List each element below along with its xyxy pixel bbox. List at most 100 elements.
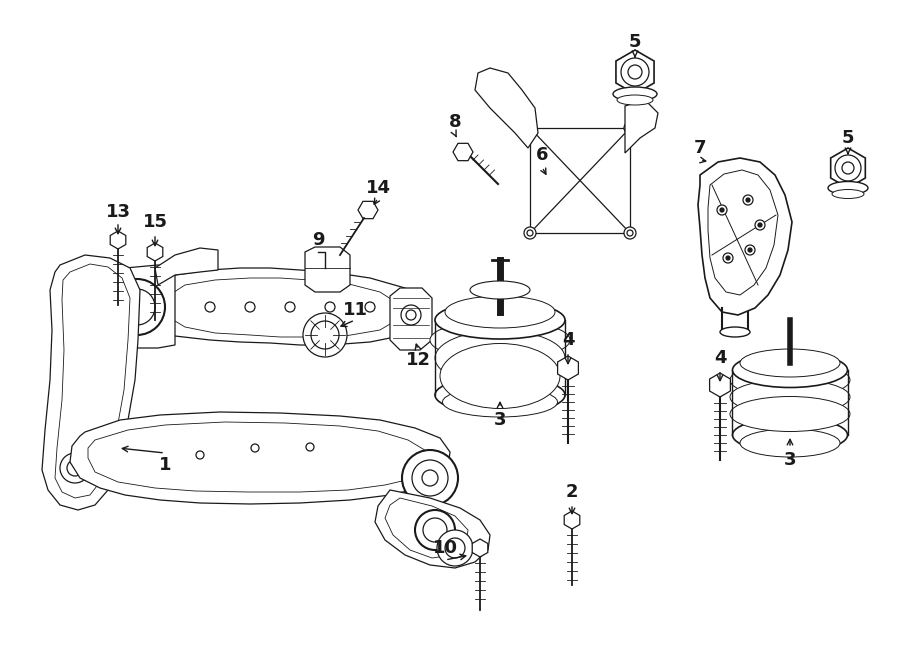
Ellipse shape <box>740 429 840 457</box>
Circle shape <box>726 256 730 260</box>
Circle shape <box>527 125 533 131</box>
Text: 4: 4 <box>562 331 574 349</box>
Circle shape <box>746 198 750 202</box>
Polygon shape <box>70 412 450 504</box>
Text: 3: 3 <box>494 411 506 429</box>
Circle shape <box>60 453 90 483</box>
Circle shape <box>285 302 295 312</box>
Text: 7: 7 <box>694 139 706 157</box>
Circle shape <box>205 302 215 312</box>
Ellipse shape <box>733 352 848 387</box>
Ellipse shape <box>730 397 850 432</box>
Circle shape <box>627 230 633 236</box>
Polygon shape <box>55 264 130 498</box>
Circle shape <box>401 305 421 325</box>
Circle shape <box>842 162 854 174</box>
Circle shape <box>311 321 339 349</box>
Text: 5: 5 <box>842 129 854 147</box>
Polygon shape <box>564 511 580 529</box>
Text: 8: 8 <box>449 113 462 131</box>
Circle shape <box>423 518 447 542</box>
Polygon shape <box>390 288 432 350</box>
Polygon shape <box>305 247 350 292</box>
Polygon shape <box>831 148 865 188</box>
Circle shape <box>524 122 536 134</box>
Circle shape <box>524 227 536 239</box>
Ellipse shape <box>435 301 565 339</box>
Circle shape <box>445 538 465 558</box>
Ellipse shape <box>617 95 653 105</box>
Polygon shape <box>625 100 658 153</box>
Text: 15: 15 <box>142 213 167 231</box>
Ellipse shape <box>740 349 840 377</box>
Polygon shape <box>358 202 378 219</box>
Polygon shape <box>708 170 778 295</box>
Ellipse shape <box>443 387 557 417</box>
Circle shape <box>109 279 165 335</box>
Circle shape <box>365 302 375 312</box>
Circle shape <box>717 205 727 215</box>
Circle shape <box>720 208 724 212</box>
Circle shape <box>835 155 861 181</box>
Text: 3: 3 <box>784 451 796 469</box>
Text: 12: 12 <box>406 351 430 369</box>
Ellipse shape <box>730 379 850 414</box>
Polygon shape <box>88 422 428 492</box>
Circle shape <box>251 444 259 452</box>
Polygon shape <box>155 248 218 285</box>
Text: 2: 2 <box>566 483 578 501</box>
Polygon shape <box>42 255 140 510</box>
Text: 6: 6 <box>536 146 548 164</box>
Text: 14: 14 <box>365 179 391 197</box>
Ellipse shape <box>445 296 555 328</box>
Polygon shape <box>475 68 538 148</box>
Circle shape <box>196 451 204 459</box>
Circle shape <box>412 460 448 496</box>
Circle shape <box>325 302 335 312</box>
Circle shape <box>755 220 765 230</box>
Circle shape <box>422 470 438 486</box>
Polygon shape <box>148 243 163 261</box>
Circle shape <box>306 443 314 451</box>
Polygon shape <box>100 265 175 348</box>
Polygon shape <box>709 373 731 397</box>
Circle shape <box>624 122 636 134</box>
Ellipse shape <box>720 327 750 337</box>
Ellipse shape <box>430 320 570 360</box>
Text: 4: 4 <box>714 349 726 367</box>
Ellipse shape <box>828 182 868 194</box>
Circle shape <box>627 125 633 131</box>
Ellipse shape <box>435 376 565 414</box>
Circle shape <box>406 310 416 320</box>
Polygon shape <box>453 143 473 161</box>
Ellipse shape <box>470 281 530 299</box>
Circle shape <box>437 530 473 566</box>
Polygon shape <box>155 268 415 345</box>
Circle shape <box>621 58 649 86</box>
Polygon shape <box>558 356 579 380</box>
Circle shape <box>748 248 752 252</box>
Circle shape <box>303 313 347 357</box>
Polygon shape <box>698 158 792 315</box>
Circle shape <box>402 450 458 506</box>
Circle shape <box>758 223 762 227</box>
Ellipse shape <box>435 330 565 385</box>
Circle shape <box>723 253 733 263</box>
Ellipse shape <box>440 344 560 408</box>
Ellipse shape <box>730 362 850 397</box>
Text: 9: 9 <box>311 231 324 249</box>
Ellipse shape <box>613 87 657 101</box>
Ellipse shape <box>832 190 864 198</box>
Polygon shape <box>616 50 654 94</box>
Bar <box>530 128 630 233</box>
Text: 10: 10 <box>433 539 457 557</box>
Polygon shape <box>385 498 468 558</box>
Circle shape <box>743 195 753 205</box>
Polygon shape <box>110 231 126 249</box>
Circle shape <box>67 460 83 476</box>
Circle shape <box>527 230 533 236</box>
Polygon shape <box>472 539 488 557</box>
Circle shape <box>745 245 755 255</box>
Text: 11: 11 <box>343 301 367 319</box>
Text: 1: 1 <box>158 456 171 474</box>
